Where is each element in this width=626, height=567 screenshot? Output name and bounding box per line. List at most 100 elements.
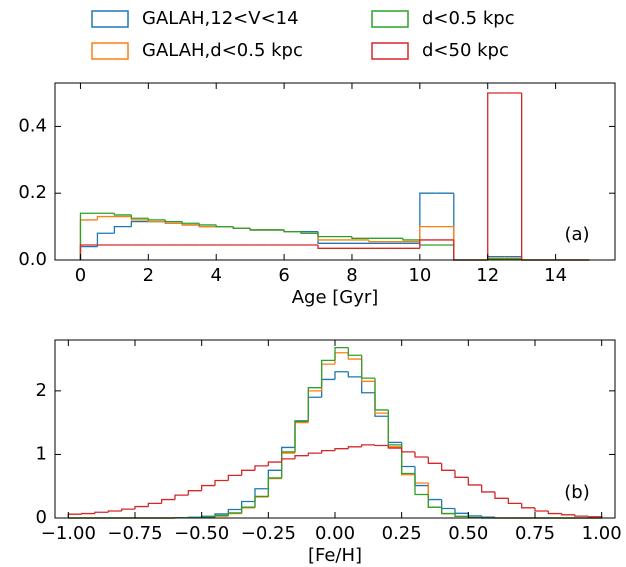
histogram-step	[214, 515, 229, 518]
histogram-step	[368, 239, 386, 243]
histogram-step	[414, 473, 429, 496]
histogram-step	[521, 93, 539, 261]
histogram-step	[347, 371, 362, 378]
histogram-step	[419, 192, 437, 244]
legend-swatch	[91, 10, 129, 28]
histogram-step	[419, 239, 437, 246]
histogram-step	[79, 245, 98, 260]
histogram-step	[113, 225, 132, 234]
histogram-step	[521, 503, 535, 509]
panel-annotation: (a)	[564, 224, 589, 245]
histogram-step	[227, 474, 242, 481]
histogram-step	[130, 214, 149, 219]
y-tick-label: 0.0	[18, 249, 47, 270]
histogram-step	[174, 494, 189, 500]
x-tick-label: −1.00	[41, 523, 96, 544]
histogram-step	[241, 469, 255, 476]
histogram-step	[249, 228, 268, 231]
histogram-step	[453, 226, 471, 261]
histogram-step	[147, 218, 166, 221]
histogram-step	[321, 363, 335, 391]
histogram-step	[134, 505, 149, 510]
histogram-step	[307, 452, 322, 456]
x-tick-label: 4	[210, 265, 221, 286]
histogram-step	[494, 491, 509, 499]
histogram-step	[307, 390, 322, 423]
legend-label: d<0.5 kpc	[422, 8, 515, 29]
x-tick-label: −0.25	[241, 523, 296, 544]
legend-label: d<50 kpc	[422, 40, 509, 61]
y-tick-label: 0.2	[18, 182, 47, 203]
histogram-step	[481, 484, 495, 493]
histogram-step	[441, 507, 455, 515]
histogram-step	[198, 223, 217, 226]
histogram-step	[374, 378, 389, 411]
histogram-step	[334, 346, 349, 361]
x-axis-label: Age [Gyr]	[292, 287, 379, 308]
legend-label: GALAH,12<V<14	[142, 8, 299, 29]
histogram-step	[547, 511, 562, 515]
histogram-step	[121, 508, 135, 512]
y-tick-label: 1	[36, 443, 47, 464]
plot-frame	[54, 339, 616, 519]
histogram-step	[254, 495, 269, 508]
histogram-step	[79, 219, 98, 260]
histogram-step	[419, 225, 437, 242]
histogram-step	[187, 490, 202, 496]
histogram-step	[164, 219, 183, 223]
x-tick-label: 0.25	[382, 523, 422, 544]
histogram-step	[427, 485, 442, 501]
histogram-step	[281, 451, 295, 478]
histogram-step	[294, 455, 309, 459]
histogram-step	[414, 451, 429, 458]
histogram-step	[402, 238, 420, 241]
histogram-step	[467, 513, 482, 517]
histogram-step	[454, 513, 469, 518]
histogram-step	[317, 233, 335, 238]
histogram-step	[214, 514, 229, 518]
histogram-step	[454, 508, 469, 514]
histogram-step	[267, 477, 282, 497]
histogram-step	[232, 226, 251, 229]
histogram-step	[94, 511, 109, 514]
histogram-step	[467, 477, 482, 486]
histogram-step	[96, 215, 115, 220]
histogram-step	[427, 483, 442, 508]
histogram-step	[147, 502, 162, 507]
x-tick-label: 0	[75, 265, 86, 286]
histogram-step	[507, 498, 522, 505]
histogram-step	[361, 444, 375, 447]
histogram-step	[347, 446, 362, 449]
histogram-step	[254, 488, 269, 502]
histogram-step	[214, 479, 229, 486]
histogram-step	[130, 220, 149, 227]
histogram-step	[81, 512, 95, 515]
histogram-step	[241, 506, 255, 513]
histogram-step	[334, 448, 349, 451]
histogram-step	[374, 444, 389, 447]
histogram-step	[227, 512, 242, 516]
histogram-step	[307, 387, 322, 421]
histogram-step	[441, 499, 455, 510]
y-tick-label: 0.4	[18, 115, 47, 136]
x-tick-label: 14	[544, 265, 567, 286]
x-tick-label: 6	[278, 265, 289, 286]
histogram-step	[227, 512, 242, 517]
x-tick-label: 1.00	[582, 523, 622, 544]
y-tick-label: 2	[36, 380, 47, 401]
histogram-step	[281, 458, 295, 463]
histogram-step	[561, 513, 575, 516]
histogram-step	[283, 229, 302, 233]
histogram-step	[294, 420, 309, 452]
histogram-step	[241, 507, 255, 514]
legend-label: GALAH,d<0.5 kpc	[142, 40, 303, 61]
histogram-step	[267, 477, 282, 498]
x-tick-label: 0.50	[448, 523, 488, 544]
histogram-step	[401, 448, 415, 453]
histogram-step	[321, 378, 335, 398]
histogram-step	[419, 239, 437, 249]
histogram-step	[374, 381, 389, 414]
histogram-step	[427, 494, 442, 508]
histogram-step	[317, 244, 335, 249]
histogram-step	[317, 231, 335, 244]
